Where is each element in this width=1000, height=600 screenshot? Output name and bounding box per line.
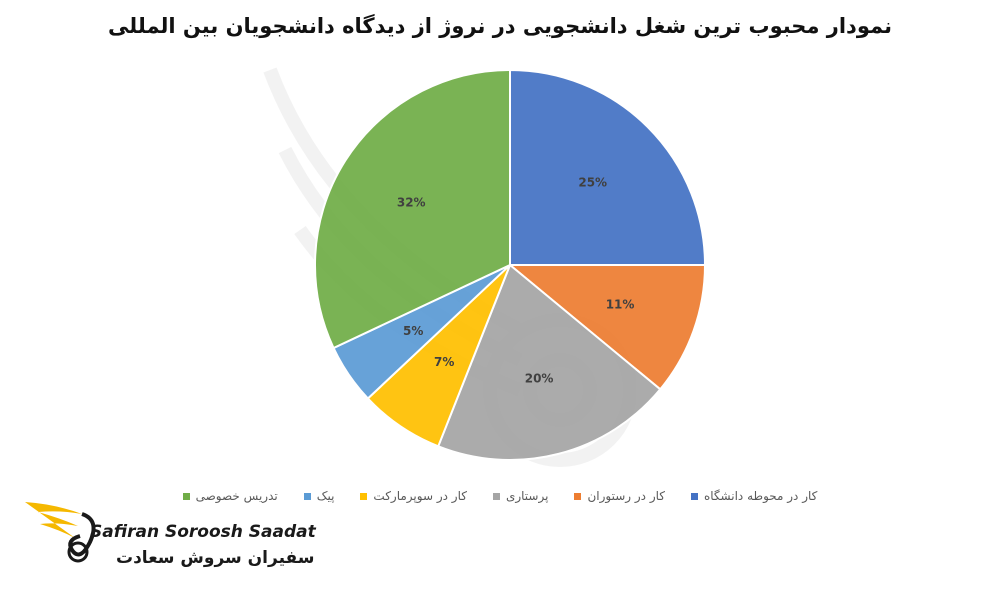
- legend-label: کار در محوطه دانشگاه: [703, 489, 818, 503]
- brand-name-en: Safiran Soroosh Saadat: [90, 522, 316, 542]
- pie-data-label: 20%: [525, 371, 554, 385]
- legend-item: پرستاری: [492, 489, 549, 503]
- legend-swatch: [492, 492, 500, 500]
- legend-swatch: [360, 492, 368, 500]
- legend-swatch: [690, 492, 698, 500]
- legend-item: پیک: [303, 489, 335, 503]
- pie-slice: [507, 264, 707, 391]
- legend-swatch: [303, 492, 311, 500]
- pie-data-label: 7%: [434, 355, 454, 369]
- legend-item: کار در رستوران: [574, 489, 665, 503]
- pie-data-label: 25%: [578, 175, 607, 189]
- brand-name-fa: سفیران سروش سعادت: [116, 548, 315, 568]
- phoenix-logo-icon: [25, 502, 96, 563]
- pie-slice: [314, 68, 511, 350]
- pie-data-label: 5%: [403, 324, 423, 338]
- legend-label: کار در رستوران: [587, 489, 665, 503]
- legend-swatch: [182, 492, 190, 500]
- pie-slices: [314, 68, 707, 461]
- legend-item: تدریس خصوصی: [182, 489, 278, 503]
- brand-logo: Safiran Soroosh Saadat سفیران سروش سعادت: [20, 492, 316, 592]
- legend-label: پیک: [316, 489, 335, 503]
- pie-data-label: 11%: [606, 298, 635, 312]
- legend-item: کار در محوطه دانشگاه: [690, 489, 818, 503]
- legend-label: کار در سوپرمارکت: [373, 489, 467, 503]
- legend-label: پرستاری: [505, 489, 549, 503]
- chart-legend: کار در محوطه دانشگاه کار در رستوران پرستار…: [0, 489, 1000, 503]
- pie-slice: [436, 263, 662, 461]
- legend-label: تدریس خصوصی: [195, 489, 278, 503]
- pie-data-label: 32%: [397, 195, 426, 209]
- pie-slice: [509, 68, 707, 266]
- legend-item: کار در سوپرمارکت: [360, 489, 467, 503]
- chart-title: نمودار محبوب ترین شغل دانشجویی در نروژ ا…: [108, 14, 892, 38]
- pie-data-labels: 25% 11% 20% 7% 5% 32%: [397, 175, 635, 385]
- legend-swatch: [574, 492, 582, 500]
